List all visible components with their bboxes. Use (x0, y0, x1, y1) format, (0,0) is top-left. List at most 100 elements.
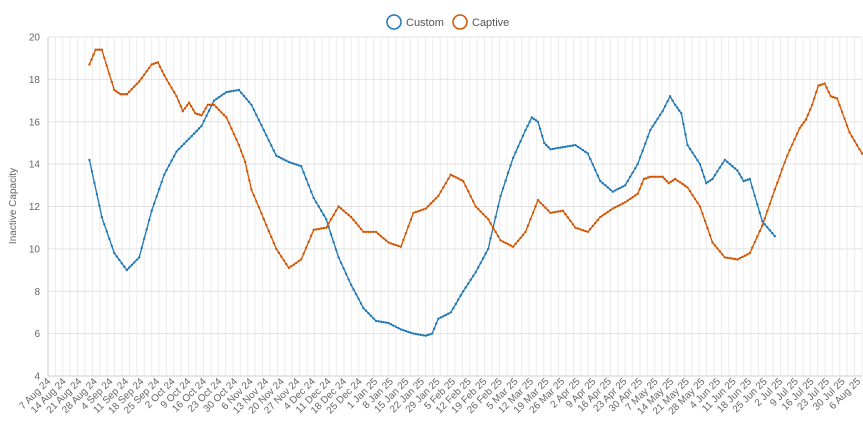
data-point (389, 242, 393, 245)
data-point (746, 253, 749, 256)
data-point (768, 229, 771, 232)
data-point (472, 200, 475, 203)
data-point (691, 193, 694, 197)
data-point (334, 209, 338, 212)
data-point (428, 333, 432, 336)
data-point (384, 321, 388, 324)
data-point (726, 256, 729, 259)
data-point (103, 56, 106, 59)
data-point (751, 246, 754, 249)
data-point (494, 215, 497, 219)
data-point (407, 225, 410, 228)
data-point (746, 178, 749, 181)
data-point (544, 206, 547, 209)
data-point (584, 229, 587, 233)
data-point (170, 86, 173, 90)
series-custom (88, 88, 776, 337)
data-point (248, 179, 251, 182)
data-point (821, 83, 824, 86)
data-point (100, 215, 104, 219)
y-tick-label: 4 (34, 372, 40, 383)
data-point (260, 123, 263, 127)
data-point (347, 213, 350, 217)
data-point (145, 70, 148, 73)
data-point (217, 96, 221, 99)
data-point (160, 180, 163, 184)
data-point (404, 232, 408, 235)
data-point (150, 209, 153, 212)
data-point (511, 245, 515, 248)
data-point (307, 184, 310, 187)
data-point (566, 216, 570, 219)
data-point (484, 215, 487, 218)
data-point (295, 163, 298, 166)
data-point (379, 320, 383, 323)
data-point (437, 194, 440, 198)
data-point (374, 319, 378, 323)
data-point (255, 113, 258, 117)
data-point (93, 181, 96, 184)
data-point (611, 207, 614, 210)
data-point (843, 117, 846, 121)
data-point (302, 252, 305, 255)
data-point (182, 142, 186, 145)
data-point (530, 116, 533, 119)
data-point (591, 163, 594, 166)
data-point (661, 110, 664, 113)
data-point (128, 266, 131, 269)
data-point (639, 156, 642, 159)
data-point (516, 145, 520, 148)
data-point (671, 99, 674, 102)
data-point (559, 146, 562, 149)
data-point (227, 90, 231, 93)
data-point (683, 184, 687, 187)
data-point (100, 48, 104, 51)
data-point (262, 129, 265, 132)
y-axis-ticks: 4 6 8 10 12 14 16 18 20 (29, 33, 41, 383)
data-point (140, 76, 143, 80)
data-point (354, 221, 358, 225)
data-point (629, 175, 632, 178)
data-point (245, 97, 248, 101)
y-tick-label: 16 (29, 117, 41, 128)
data-point (708, 234, 712, 237)
data-point (394, 243, 398, 247)
data-point (250, 188, 253, 191)
data-point (459, 178, 462, 181)
legend-item-captive[interactable]: Captive (452, 14, 509, 30)
data-point (626, 179, 629, 183)
data-point (150, 63, 153, 66)
data-point (419, 333, 423, 337)
data-point (377, 232, 380, 236)
data-point (646, 135, 649, 139)
data-point (556, 210, 560, 213)
data-point (387, 241, 390, 244)
data-point (638, 187, 641, 190)
data-point (467, 282, 470, 285)
legend-item-custom[interactable]: Custom (386, 14, 444, 30)
data-point (528, 120, 531, 124)
data-point (773, 188, 776, 191)
data-point (110, 244, 114, 248)
data-point (175, 95, 178, 98)
data-point (435, 322, 438, 325)
data-point (277, 155, 280, 159)
data-point (641, 149, 644, 152)
data-point (317, 227, 320, 231)
data-point (332, 240, 335, 244)
data-point (796, 132, 799, 135)
data-point (838, 104, 841, 107)
data-point (835, 97, 839, 100)
data-point (482, 212, 485, 216)
data-point (663, 177, 666, 181)
data-point (167, 82, 171, 85)
data-point (422, 208, 425, 211)
data-point (374, 230, 378, 234)
data-point (280, 157, 283, 160)
data-point (197, 127, 201, 130)
data-point (220, 94, 223, 97)
data-point (205, 114, 208, 118)
legend[interactable]: Custom Captive (386, 14, 509, 30)
data-point (601, 214, 604, 217)
data-point (242, 94, 246, 98)
